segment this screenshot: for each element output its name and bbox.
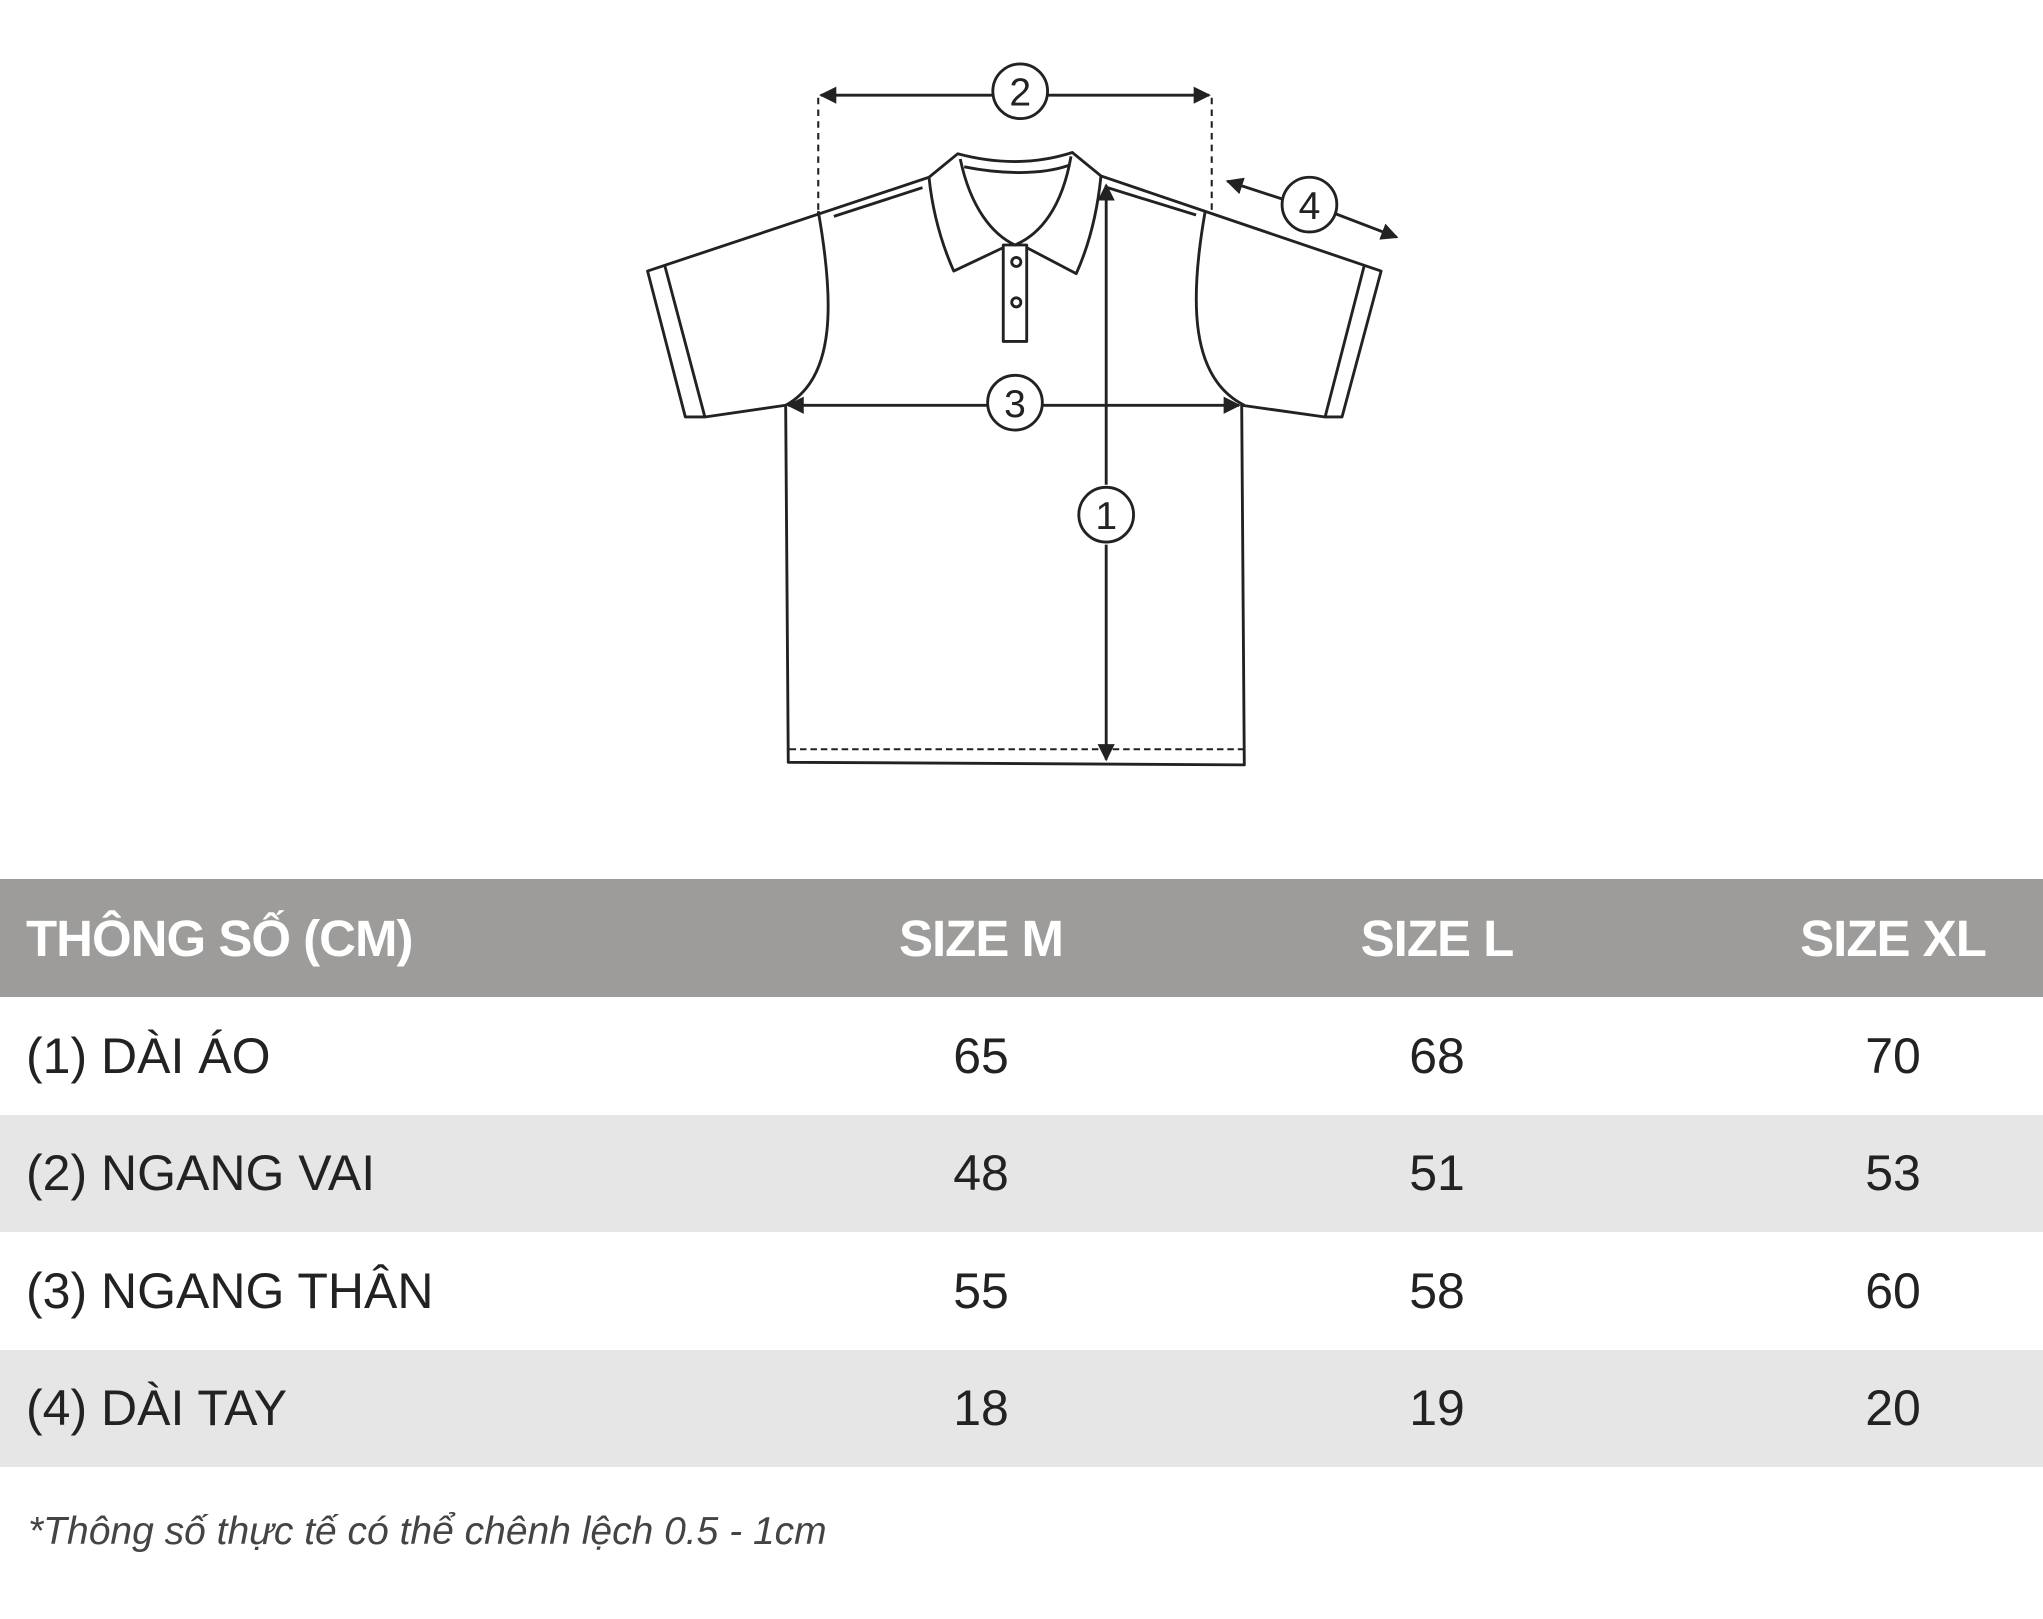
measurement-note: *Thông số thực tế có thể chênh lệch 0.5 … bbox=[28, 1510, 827, 1553]
row-label: (2) NGANG VAI bbox=[26, 1145, 376, 1202]
table-row: (2) NGANG VAI 48 51 53 bbox=[0, 1114, 2043, 1232]
table-row: (4) DÀI TAY 18 19 20 bbox=[0, 1349, 2043, 1467]
marker-1 bbox=[1077, 485, 1135, 544]
row-label: (1) DÀI ÁO bbox=[26, 1027, 271, 1084]
cell: 68 bbox=[1409, 1027, 1465, 1084]
marker-label-3: 3 bbox=[1004, 383, 1026, 426]
cell: 51 bbox=[1409, 1145, 1465, 1202]
size-table: THÔNG SỐ (CM) SIZE M SIZE L SIZE XL (1) … bbox=[0, 879, 2043, 1467]
marker-label-4: 4 bbox=[1299, 185, 1321, 228]
marker-4 bbox=[1280, 175, 1339, 234]
table-header: THÔNG SỐ (CM) SIZE M SIZE L SIZE XL bbox=[0, 879, 2043, 997]
cell: 18 bbox=[953, 1380, 1009, 1437]
marker-label-1: 1 bbox=[1095, 495, 1117, 538]
cell: 53 bbox=[1865, 1145, 1921, 1202]
row-label: (3) NGANG THÂN bbox=[26, 1262, 434, 1319]
cell: 58 bbox=[1409, 1262, 1465, 1319]
marker-3 bbox=[986, 373, 1044, 432]
cell: 20 bbox=[1865, 1380, 1921, 1437]
marker-2 bbox=[991, 62, 1049, 121]
header-size-m: SIZE M bbox=[898, 909, 1064, 967]
dimension-markers bbox=[986, 62, 1339, 544]
cell: 70 bbox=[1865, 1027, 1921, 1084]
header-size-l: SIZE L bbox=[1360, 909, 1515, 967]
table-row: (3) NGANG THÂN 55 58 60 bbox=[0, 1232, 2043, 1350]
cell: 65 bbox=[953, 1027, 1009, 1084]
shirt-outline bbox=[646, 151, 1383, 767]
header-size-xl: SIZE XL bbox=[1800, 909, 1987, 967]
row-label: (4) DÀI TAY bbox=[26, 1380, 288, 1437]
marker-label-2: 2 bbox=[1009, 72, 1031, 115]
table-row: (1) DÀI ÁO 65 68 70 bbox=[0, 997, 2043, 1115]
cell: 60 bbox=[1865, 1262, 1921, 1319]
cell: 19 bbox=[1409, 1380, 1465, 1437]
cell: 48 bbox=[953, 1145, 1009, 1202]
dimension-lines bbox=[786, 86, 1399, 762]
header-spec: THÔNG SỐ (CM) bbox=[26, 909, 413, 967]
cell: 55 bbox=[953, 1262, 1009, 1319]
